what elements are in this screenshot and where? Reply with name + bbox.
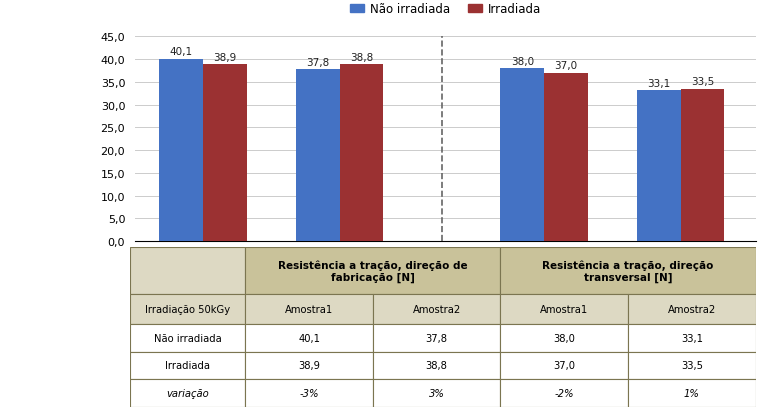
Bar [500, 379, 628, 407]
Text: 38,8: 38,8 [426, 361, 448, 370]
Text: 40,1: 40,1 [170, 47, 193, 57]
Text: 37,0: 37,0 [554, 361, 575, 370]
Bar [500, 248, 756, 295]
Text: -2%: -2% [554, 388, 574, 398]
Text: variação: variação [166, 388, 209, 398]
Text: Irradiada: Irradiada [165, 361, 210, 370]
Bar [130, 352, 245, 379]
Bar [500, 295, 628, 324]
Text: 38,8: 38,8 [350, 53, 373, 63]
Bar [373, 295, 500, 324]
Text: 38,0: 38,0 [554, 333, 575, 343]
Bar [130, 324, 245, 352]
Text: 33,1: 33,1 [681, 333, 703, 343]
Bar [681, 90, 724, 242]
Text: Não irradiada: Não irradiada [153, 333, 221, 343]
Bar [373, 324, 500, 352]
Text: Amostra1: Amostra1 [285, 304, 333, 314]
Legend: Não irradiada, Irradiada: Não irradiada, Irradiada [345, 0, 546, 21]
Text: Resistência a tração, direção
transversal [N]: Resistência a tração, direção transversa… [542, 260, 714, 282]
Bar [628, 295, 756, 324]
Bar [130, 379, 245, 407]
Text: 38,9: 38,9 [298, 361, 320, 370]
Bar [500, 324, 628, 352]
Text: 37,0: 37,0 [554, 61, 577, 71]
Bar [245, 352, 373, 379]
Bar [245, 248, 500, 295]
Bar [637, 91, 681, 242]
Text: 33,1: 33,1 [647, 79, 670, 89]
Text: 3%: 3% [429, 388, 445, 398]
Bar [628, 352, 756, 379]
Bar [296, 70, 339, 242]
Text: 1%: 1% [684, 388, 700, 398]
Text: 37,8: 37,8 [426, 333, 448, 343]
Bar [245, 324, 373, 352]
Bar [373, 379, 500, 407]
Text: 38,9: 38,9 [214, 52, 237, 63]
Bar [130, 295, 245, 324]
Bar [500, 352, 628, 379]
Bar [130, 248, 245, 295]
Text: 38,0: 38,0 [510, 57, 534, 66]
Bar [203, 65, 247, 242]
Bar [544, 74, 588, 242]
Bar [628, 379, 756, 407]
Bar [373, 352, 500, 379]
Text: -3%: -3% [299, 388, 319, 398]
Text: 33,5: 33,5 [691, 77, 714, 87]
Text: Amostra2: Amostra2 [412, 304, 461, 314]
Text: Amostra2: Amostra2 [668, 304, 716, 314]
Bar [500, 69, 544, 242]
Text: 33,5: 33,5 [681, 361, 703, 370]
Text: 40,1: 40,1 [298, 333, 320, 343]
Text: Resistência a tração, direção de
fabricação [N]: Resistência a tração, direção de fabrica… [278, 260, 468, 282]
Bar [160, 59, 203, 242]
Text: Irradiação 50kGy: Irradiação 50kGy [145, 304, 230, 314]
Bar [245, 295, 373, 324]
Text: Amostra1: Amostra1 [540, 304, 588, 314]
Text: 37,8: 37,8 [306, 58, 329, 68]
Bar [245, 379, 373, 407]
Bar [339, 65, 383, 242]
Bar [628, 324, 756, 352]
